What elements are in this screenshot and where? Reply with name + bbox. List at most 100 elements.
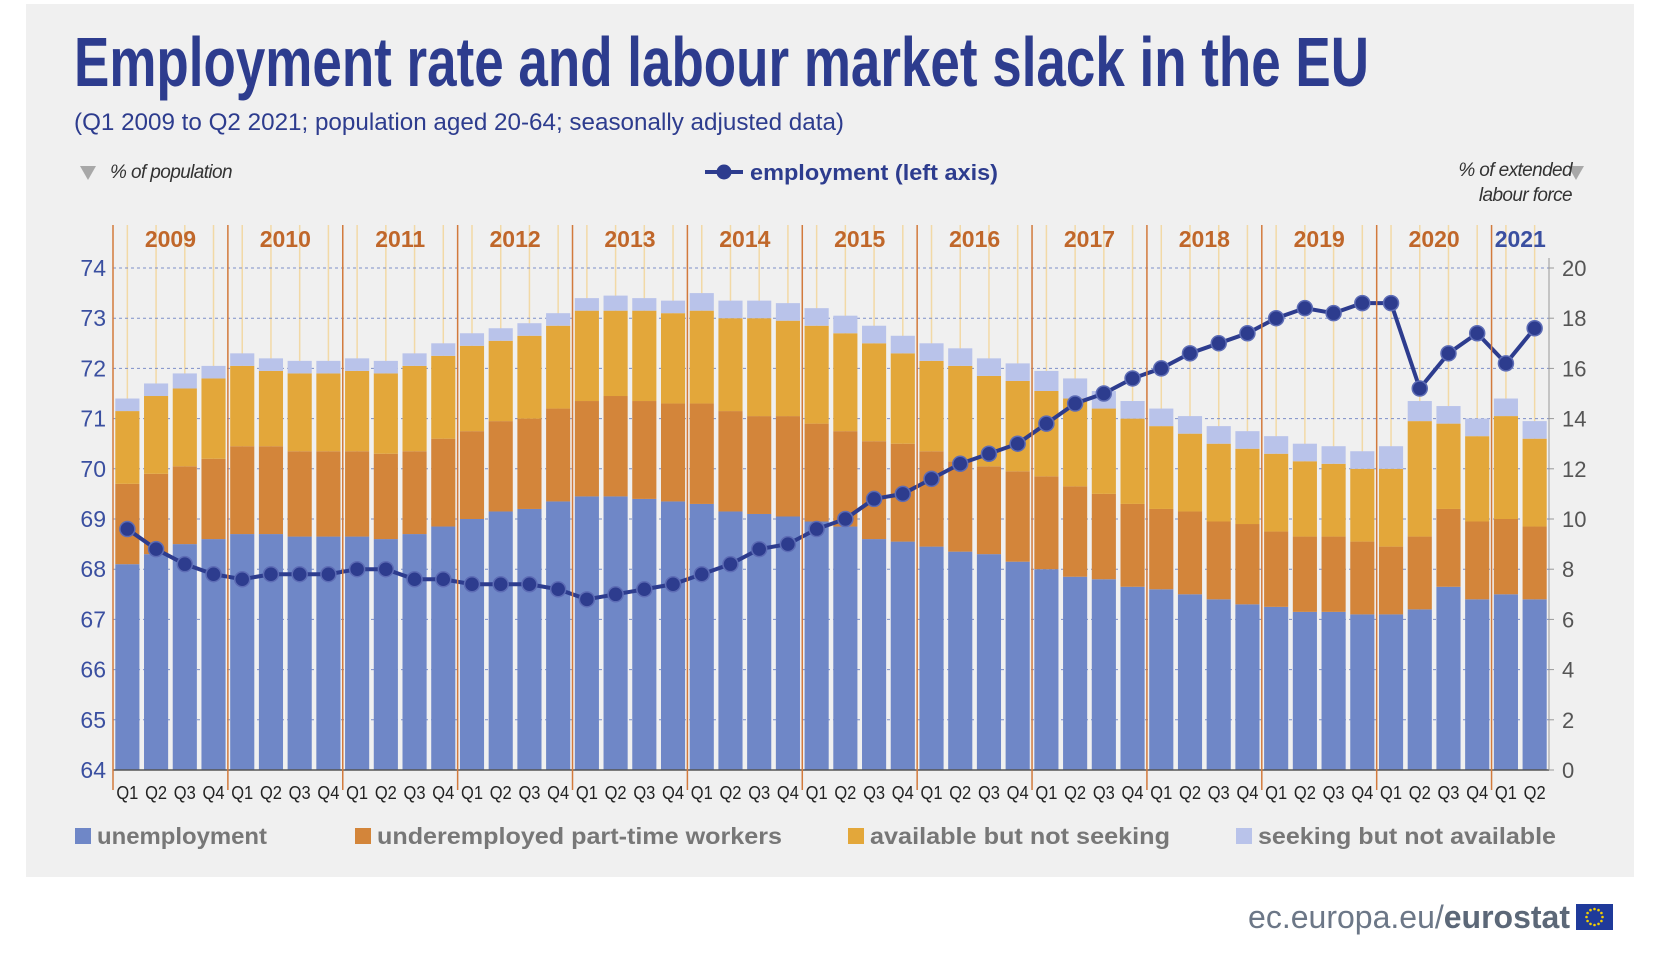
y-tick-label: 69 <box>80 506 106 532</box>
y-tick-label: 71 <box>80 406 106 432</box>
bar-segment <box>1436 586 1461 770</box>
x-tick-label: Q3 <box>748 783 770 803</box>
line-marker <box>1181 345 1199 362</box>
bar-segment <box>804 308 829 326</box>
year-label: 2020 <box>1409 226 1460 252</box>
x-tick-label: Q3 <box>633 783 655 803</box>
x-tick-label: Q2 <box>605 783 627 803</box>
bar-segment <box>660 300 686 314</box>
bar-segment <box>1005 561 1030 770</box>
year-label: 2009 <box>145 226 196 252</box>
x-tick-label: Q1 <box>921 783 943 803</box>
x-tick-label: Q2 <box>1409 783 1431 803</box>
bar-segment <box>230 446 255 535</box>
bar-segment <box>976 466 1002 555</box>
bar-segment <box>833 315 858 334</box>
bar-segment <box>144 554 169 770</box>
x-tick-label: Q1 <box>346 783 368 803</box>
x-tick-label: Q3 <box>1093 783 1115 803</box>
bar-segment <box>517 418 542 509</box>
bar-segment <box>1493 398 1518 417</box>
bar-segment <box>345 370 370 452</box>
line-marker <box>636 581 653 598</box>
bar-segment <box>459 431 485 519</box>
bar-segment <box>1378 546 1404 615</box>
flag-star <box>1589 922 1592 926</box>
x-tick-label: Q4 <box>203 783 225 803</box>
x-tick-label: Q2 <box>1294 783 1316 803</box>
bar-segment <box>1264 436 1289 454</box>
x-tick-label: Q4 <box>317 783 339 803</box>
x-tick-label: Q2 <box>1064 783 1086 803</box>
x-tick-label: Q3 <box>518 783 540 803</box>
x-tick-label: Q3 <box>1437 783 1459 803</box>
bar-segment <box>862 441 887 540</box>
line-marker <box>1382 294 1400 312</box>
bar-segment <box>1407 401 1432 422</box>
flag-star <box>1600 919 1603 923</box>
bar-segment <box>115 398 140 412</box>
bar-segment <box>689 403 714 504</box>
bar-segment <box>1465 599 1490 770</box>
bar-segment <box>1235 448 1260 525</box>
bar-segment <box>431 526 456 770</box>
bar-segment <box>1407 536 1432 610</box>
bar-segment <box>1149 426 1174 509</box>
line-marker <box>205 565 222 583</box>
bar-segment <box>1063 576 1088 770</box>
line-marker <box>1468 325 1486 342</box>
year-label: 2015 <box>834 226 885 252</box>
bar-segment <box>230 353 255 366</box>
line-marker <box>779 535 797 553</box>
footer-brand: eurostat <box>1444 899 1571 935</box>
bar-segment <box>632 310 657 402</box>
bar-segment <box>804 325 829 424</box>
bar-segment <box>1465 436 1490 522</box>
bar-segment <box>862 325 887 344</box>
line-marker <box>1066 395 1084 412</box>
bar-segment <box>431 343 456 356</box>
bar-segment <box>1493 594 1518 770</box>
bar-segment <box>919 451 944 547</box>
bar-segment <box>833 526 858 770</box>
bar-segment <box>804 521 829 770</box>
year-label: 2017 <box>1064 226 1115 252</box>
bar-segment <box>1493 416 1518 519</box>
bar-segment <box>201 378 226 459</box>
y2-tick-label: 4 <box>1562 658 1574 683</box>
line-marker <box>119 520 136 538</box>
y2-tick-label: 8 <box>1562 557 1574 582</box>
bar-segment <box>1350 451 1375 469</box>
legend-label: available but not seeking <box>870 823 1170 849</box>
line-marker <box>750 540 768 558</box>
year-label: 2012 <box>489 226 540 252</box>
line-marker <box>147 540 165 558</box>
flag-star <box>1593 907 1596 911</box>
bar-segment <box>603 496 628 770</box>
line-marker <box>1354 294 1371 312</box>
bar-segment <box>689 293 714 311</box>
year-label: 2019 <box>1294 226 1345 252</box>
legend-label: underemployed part-time workers <box>377 823 782 849</box>
bar-segment <box>976 554 1002 770</box>
x-tick-label: Q1 <box>691 783 713 803</box>
line-marker <box>1124 370 1141 387</box>
bar-segment <box>1235 431 1260 449</box>
line-marker <box>1411 380 1429 397</box>
y2-tick-label: 16 <box>1562 356 1586 381</box>
bar-segment <box>258 446 284 535</box>
line-marker <box>1267 309 1285 327</box>
bar-segment <box>345 358 370 371</box>
x-tick-label: Q1 <box>576 783 598 803</box>
bar-segment <box>1264 453 1289 532</box>
bar-segment <box>718 511 743 770</box>
y2-tick-label: 2 <box>1562 708 1574 733</box>
line-marker <box>176 555 194 573</box>
y2-tick-label: 0 <box>1562 758 1574 783</box>
line-marker <box>578 591 596 608</box>
bar-segment <box>1063 398 1088 487</box>
chart-subtitle: (Q1 2009 to Q2 2021; population aged 20-… <box>74 109 844 136</box>
line-marker <box>1009 435 1026 452</box>
bar-segment <box>1407 421 1432 537</box>
